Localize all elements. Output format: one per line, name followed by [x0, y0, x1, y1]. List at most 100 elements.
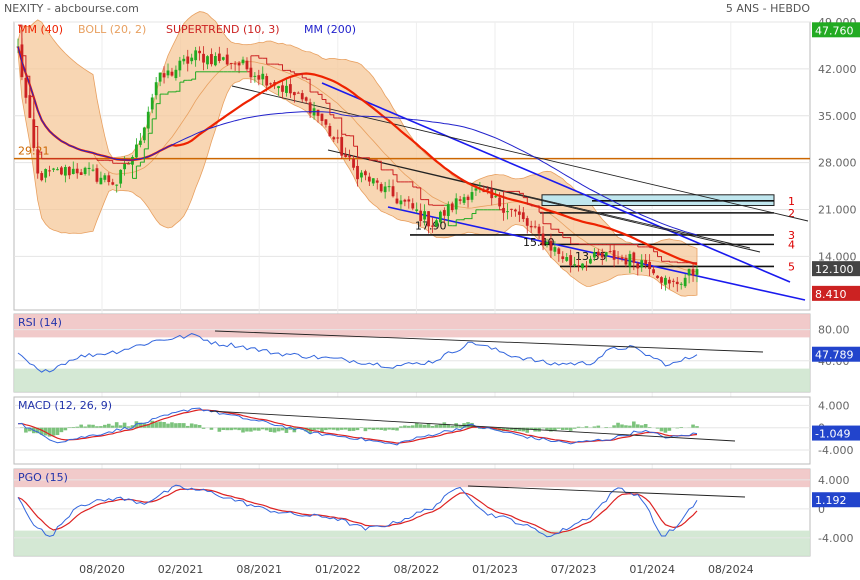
macd-histogram-bar	[414, 422, 419, 428]
price-tick-label: 42.000	[818, 63, 857, 76]
supertrend-segment	[325, 102, 331, 115]
supertrend-segment	[653, 251, 658, 257]
pgo-overbought-zone	[14, 469, 810, 488]
macd-histogram-bar	[549, 427, 553, 432]
candle-body	[324, 119, 328, 125]
ticker-source: NEXITY - abcbourse.com	[4, 2, 139, 15]
candle-body	[573, 264, 577, 266]
macd-histogram-bar	[367, 427, 372, 430]
candle-body	[253, 75, 257, 77]
candle-body	[135, 144, 138, 158]
candle-body	[107, 175, 111, 183]
candle-body	[363, 171, 367, 176]
last-value-badge	[812, 285, 860, 301]
candle-body	[237, 62, 241, 66]
candle-body	[103, 175, 107, 180]
candle-body	[541, 233, 545, 246]
supertrend-segment	[37, 151, 43, 159]
candle-body	[119, 169, 123, 184]
candle-body	[387, 186, 391, 188]
candle-body	[427, 211, 430, 227]
candle-body	[454, 198, 458, 210]
candle-body	[592, 252, 596, 258]
supertrend-segment	[140, 148, 145, 163]
macd-histogram-bar	[324, 427, 328, 431]
macd-histogram-bar	[501, 427, 506, 432]
candle-body	[510, 208, 513, 210]
candle-body	[474, 188, 478, 191]
candle-body	[63, 167, 67, 176]
supertrend-segment	[424, 199, 430, 205]
candle-body	[56, 169, 59, 171]
candle-body	[32, 119, 36, 148]
supertrend-segment	[175, 82, 181, 92]
candle-body	[671, 280, 675, 282]
candle-body	[679, 283, 683, 285]
macd-histogram-bar	[343, 427, 348, 430]
candle-body	[249, 67, 253, 78]
supertrend-segment	[523, 197, 528, 205]
supertrend-segment	[322, 99, 327, 104]
macd-histogram-bar	[260, 427, 265, 430]
macd-histogram-bar	[67, 427, 72, 428]
candle-body	[67, 166, 71, 176]
supertrend-segment	[472, 209, 477, 214]
time-tick-label: 08/2021	[236, 563, 282, 576]
macd-histogram-bar	[647, 427, 652, 428]
rsi-tick-label: 80.00	[818, 324, 850, 337]
candle-body	[549, 240, 553, 251]
supertrend-segment	[389, 169, 394, 175]
macd-panel-frame	[13, 396, 811, 465]
candle-body	[174, 69, 178, 79]
macd-histogram-bar	[99, 426, 103, 428]
candle-body	[332, 137, 336, 140]
macd-histogram-bar	[568, 427, 573, 431]
candle-body	[624, 257, 628, 265]
candle-body	[142, 127, 146, 141]
supertrend-segment	[408, 181, 414, 187]
legend-entry: MM (40)	[18, 23, 63, 36]
macd-legend: MACD (12, 26, 9)	[18, 399, 112, 412]
candle-body	[166, 70, 170, 76]
candle-body	[79, 172, 83, 175]
supertrend-segment	[657, 256, 662, 262]
candle-body	[225, 54, 229, 65]
candle-body	[442, 210, 446, 216]
macd-histogram-bar	[316, 427, 320, 430]
macd-histogram-bar	[47, 427, 52, 437]
supertrend-segment	[152, 103, 157, 120]
candle-body	[502, 207, 505, 213]
candle-body	[462, 197, 466, 203]
supertrend-segment	[558, 232, 564, 238]
candle-body	[664, 277, 667, 285]
macd-histogram-bar	[63, 427, 68, 431]
macd-histogram-bar	[418, 424, 423, 428]
macd-histogram-bar	[667, 427, 672, 431]
candle-body	[48, 170, 51, 172]
candle-body	[683, 277, 687, 287]
supertrend-segment	[393, 174, 398, 182]
last-value-badge	[812, 22, 860, 38]
candle-body	[261, 73, 265, 80]
candle-body	[533, 226, 537, 228]
macd-histogram-bar	[272, 427, 277, 433]
macd-histogram-bar	[509, 427, 514, 430]
macd-histogram-bar	[655, 427, 660, 429]
candle-body	[581, 263, 584, 269]
rsi-last-value-badge	[812, 346, 860, 362]
candle-body	[138, 140, 142, 145]
candle-body	[281, 85, 284, 92]
candle-body	[379, 184, 383, 192]
candle-body	[99, 177, 103, 185]
supertrend-segment	[290, 71, 295, 74]
candle-body	[561, 256, 565, 260]
macd-histogram-bar	[525, 427, 530, 433]
candle-body	[71, 168, 75, 175]
level-tag: 2	[788, 207, 795, 220]
candle-body	[636, 263, 640, 269]
candle-body	[648, 261, 652, 270]
candle-body	[296, 92, 300, 94]
macd-histogram-bar	[146, 423, 151, 428]
supertrend-segment	[278, 64, 283, 71]
supertrend-segment	[262, 57, 268, 65]
